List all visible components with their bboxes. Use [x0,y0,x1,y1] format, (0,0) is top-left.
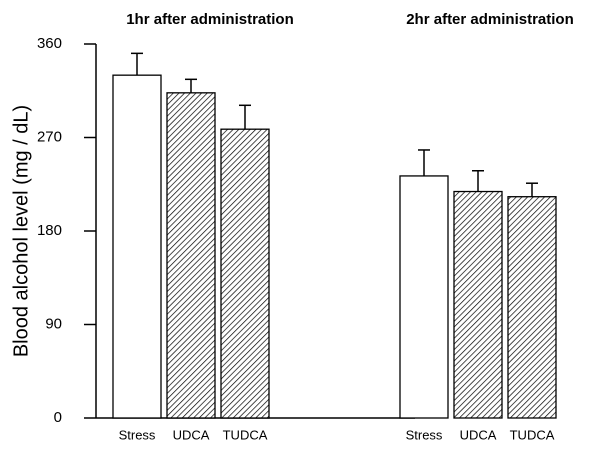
x-tick-label: TUDCA [510,427,555,442]
y-tick-label: 360 [37,35,62,52]
bar [507,196,557,419]
bar [220,128,270,419]
y-tick-label: 0 [54,409,62,426]
x-tick-label: Stress [406,427,443,442]
x-tick-label: TUDCA [223,427,268,442]
y-tick-label: 180 [37,222,62,239]
x-tick-label: UDCA [173,427,210,442]
x-tick-label: UDCA [460,427,497,442]
group-title: 2hr after administration [406,11,574,28]
bar [166,92,216,419]
y-tick-label: 270 [37,128,62,145]
bar [453,190,503,419]
y-axis-label: Blood alcohol level (mg / dL) [10,105,32,357]
y-tick-label: 90 [45,315,62,332]
bar [112,74,162,419]
x-tick-label: Stress [119,427,156,442]
bar [399,175,449,419]
group-title: 1hr after administration [126,11,294,28]
